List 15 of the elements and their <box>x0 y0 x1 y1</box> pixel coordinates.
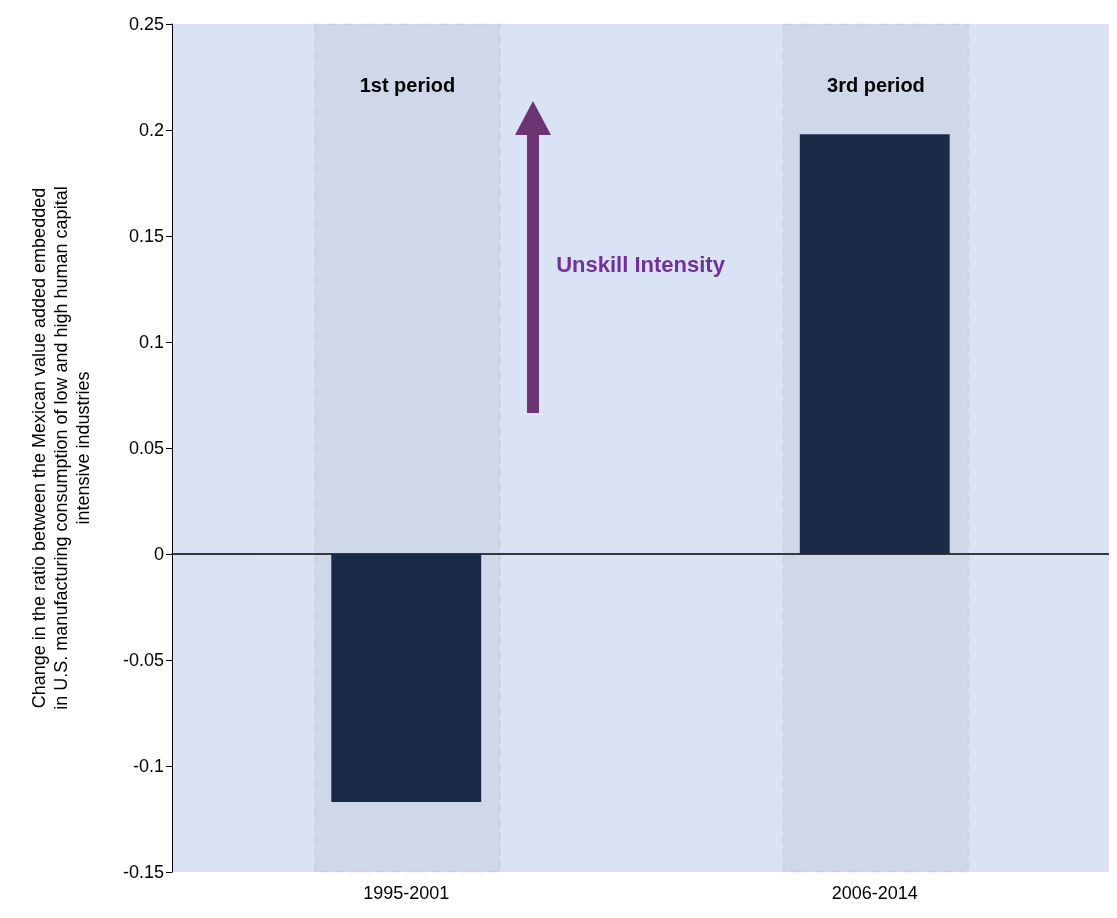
y-tick-label: -0.1 <box>132 756 164 776</box>
y-tick-label: 0.05 <box>128 438 164 458</box>
y-tick-label: -0.05 <box>122 650 164 670</box>
y-tick-label: -0.15 <box>122 862 164 882</box>
y-tick-label: 0.15 <box>128 226 164 246</box>
y-axis-title: Change in the ratio between the Mexican value added embedded in U.S. manufacturing consumption of low and high human capital intensive industries <box>29 186 93 710</box>
y-tick-label: 0.2 <box>138 120 164 140</box>
y-tick-label: 0.1 <box>138 332 164 352</box>
annotation: Unskill Intensity <box>556 251 726 277</box>
band-label: 3rd period <box>827 74 925 96</box>
x-tick-label: 1995-2001 <box>363 883 450 903</box>
band-label: 1st period <box>359 74 456 96</box>
x-tick-label: 2006-2014 <box>831 883 918 903</box>
y-tick-label: 0.25 <box>128 14 164 34</box>
y-tick-label: 0 <box>153 544 164 564</box>
